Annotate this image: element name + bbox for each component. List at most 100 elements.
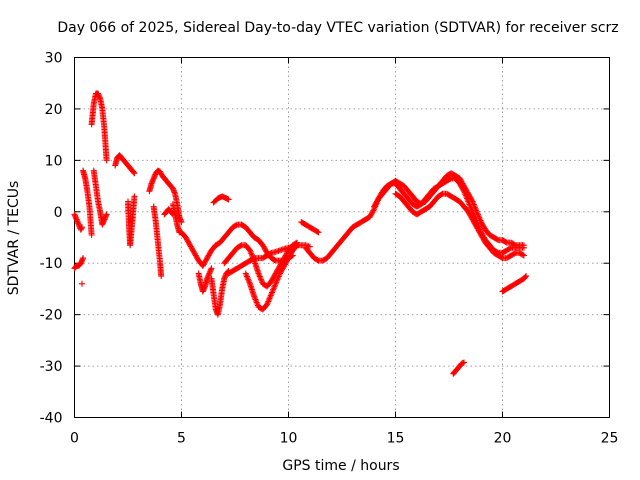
data-point xyxy=(203,256,210,263)
data-point xyxy=(206,251,213,258)
data-point xyxy=(477,230,484,237)
data-point xyxy=(306,243,313,250)
data-point xyxy=(467,212,474,219)
data-point xyxy=(368,210,375,217)
data-point xyxy=(88,231,95,238)
data-point xyxy=(288,249,295,256)
y-tick-label: 10 xyxy=(45,153,63,169)
series-arc-b xyxy=(71,255,87,272)
data-point xyxy=(192,252,199,259)
data-point xyxy=(294,242,301,249)
x-axis-label: GPS time / hours xyxy=(282,458,399,474)
y-tick-label: 30 xyxy=(45,51,63,67)
data-point xyxy=(225,196,232,203)
data-point xyxy=(468,213,475,220)
data-point xyxy=(519,251,526,258)
series-arc-r xyxy=(225,242,313,277)
series-arc-v xyxy=(371,170,527,249)
data-point xyxy=(463,186,470,193)
plot-frame xyxy=(74,57,610,418)
series-arc-j xyxy=(150,203,165,280)
series-arc-c xyxy=(78,280,85,287)
data-point xyxy=(458,177,465,184)
data-point xyxy=(188,244,195,251)
data-point xyxy=(478,219,485,226)
data-point xyxy=(260,243,267,250)
data-point xyxy=(370,207,377,214)
data-point xyxy=(183,235,190,242)
data-point xyxy=(465,208,472,215)
data-point xyxy=(169,211,176,218)
x-tick-label: 5 xyxy=(177,431,186,447)
data-point xyxy=(191,249,198,256)
data-point xyxy=(279,265,286,272)
data-point xyxy=(470,219,477,226)
data-point xyxy=(261,244,268,251)
data-points xyxy=(71,90,530,377)
data-point xyxy=(366,213,373,220)
data-point xyxy=(268,278,275,285)
data-point xyxy=(276,270,283,277)
data-point xyxy=(479,234,486,241)
data-point xyxy=(182,234,189,241)
data-point xyxy=(157,170,164,177)
data-point xyxy=(457,176,464,183)
data-point xyxy=(192,251,199,258)
data-point xyxy=(278,267,285,274)
data-point xyxy=(520,252,527,259)
data-point xyxy=(187,243,194,250)
data-point xyxy=(199,262,206,269)
data-point xyxy=(208,265,215,272)
data-point xyxy=(194,255,201,262)
data-point xyxy=(283,258,290,265)
data-point xyxy=(461,184,468,191)
series-arc-o xyxy=(210,193,232,206)
series-arc-e xyxy=(88,90,110,164)
data-point xyxy=(314,228,321,235)
data-point xyxy=(281,261,288,268)
data-point xyxy=(372,201,379,208)
series-arc-x xyxy=(499,273,530,295)
y-tick-label: -30 xyxy=(40,359,63,375)
data-point xyxy=(478,231,485,238)
data-point xyxy=(187,242,194,249)
data-point xyxy=(367,212,374,219)
data-point xyxy=(286,252,293,259)
data-point xyxy=(473,222,480,229)
series-arc-a xyxy=(71,211,85,233)
data-point xyxy=(279,266,286,273)
series-arc-k xyxy=(169,201,206,269)
data-point xyxy=(282,260,289,267)
data-point xyxy=(474,225,481,232)
data-point xyxy=(293,243,300,250)
data-point xyxy=(202,257,209,264)
data-point xyxy=(269,276,276,283)
data-point xyxy=(193,253,200,260)
series-arc-f xyxy=(90,167,110,228)
data-point xyxy=(470,217,477,224)
data-point xyxy=(371,202,378,209)
data-point xyxy=(373,199,380,206)
data-point xyxy=(522,273,529,280)
data-point xyxy=(480,237,487,244)
data-point xyxy=(459,180,466,187)
series-arc-w xyxy=(392,190,527,262)
x-tick-label: 25 xyxy=(601,431,619,447)
data-point xyxy=(287,251,294,258)
data-point xyxy=(371,203,378,210)
data-point xyxy=(184,238,191,245)
data-point xyxy=(280,264,287,271)
data-point xyxy=(480,235,487,242)
series-arc-q xyxy=(221,239,301,290)
series-arc-l xyxy=(161,206,176,218)
data-point xyxy=(80,255,87,262)
data-point xyxy=(207,249,214,256)
data-point xyxy=(204,253,211,260)
data-point xyxy=(189,246,196,253)
data-point xyxy=(373,198,380,205)
data-point xyxy=(471,220,478,227)
data-point xyxy=(460,359,467,366)
y-tick-label: 0 xyxy=(54,205,63,221)
data-point xyxy=(465,190,472,197)
x-tick-label: 15 xyxy=(387,431,405,447)
